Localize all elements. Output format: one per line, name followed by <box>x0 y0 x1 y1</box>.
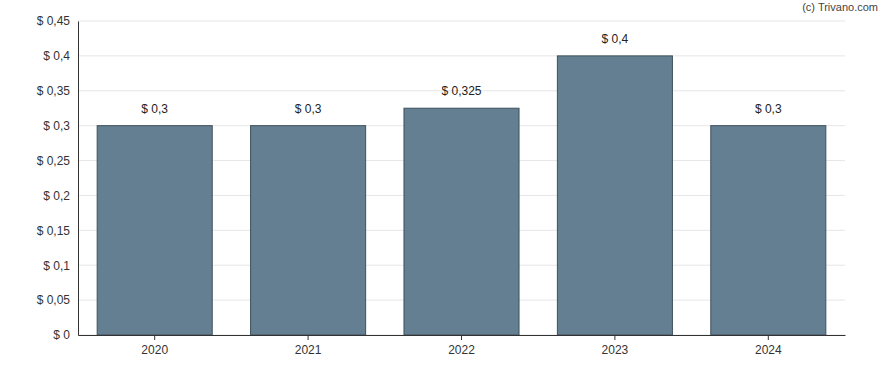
x-tick-mark <box>768 335 769 340</box>
x-tick-label: 2023 <box>602 343 629 357</box>
chart: $ 0,3 $ 0,3 $ 0,325 $ 0,4 $ 0,3 $ 0 $ 0,05 $ 0,… <box>0 0 888 370</box>
data-label: $ 0,4 <box>602 32 629 46</box>
y-tick: $ 0,4 <box>43 49 78 63</box>
bar <box>251 126 366 335</box>
bar <box>404 108 519 335</box>
bars <box>97 56 826 335</box>
x-tick-label: 2021 <box>295 343 322 357</box>
bar <box>557 56 672 335</box>
bar <box>97 126 212 335</box>
plot: $ 0,3 $ 0,3 $ 0,325 $ 0,4 $ 0,3 $ 0 $ 0,05 $ 0,… <box>37 14 846 356</box>
x-tick-mark <box>461 335 462 340</box>
x-tick-mark <box>614 335 615 340</box>
y-axis: $ 0 $ 0,05 $ 0,1 $ 0,15 $ 0,2 $ 0,25 $ 0,3 $ 0,… <box>37 14 79 342</box>
x-axis: 2020 2021 2022 2023 2024 <box>79 335 846 357</box>
y-axis-line <box>78 22 79 336</box>
x-tick-label: 2022 <box>448 343 475 357</box>
x-tick: 2023 <box>602 335 629 357</box>
y-tick-label: $ 0 <box>53 328 70 342</box>
y-tick: $ 0,3 <box>43 119 78 133</box>
y-tick: $ 0,35 <box>37 84 78 98</box>
x-tick: 2021 <box>295 335 322 357</box>
x-tick-mark <box>154 335 155 340</box>
y-tick: $ 0,45 <box>37 14 78 28</box>
grid-line <box>78 21 845 22</box>
data-label: $ 0,325 <box>441 84 481 98</box>
x-tick-label: 2020 <box>141 343 168 357</box>
y-tick-label: $ 0,3 <box>43 119 70 133</box>
data-labels: $ 0,3 $ 0,3 $ 0,325 $ 0,4 $ 0,3 <box>141 32 782 116</box>
y-tick-label: $ 0,15 <box>37 224 71 238</box>
annotation: (c) Trivano.com <box>802 1 878 13</box>
y-tick: $ 0,15 <box>37 224 78 238</box>
x-tick: 2024 <box>755 335 782 357</box>
x-tick: 2020 <box>141 335 168 357</box>
y-tick-label: $ 0,05 <box>37 293 71 307</box>
grid <box>78 21 845 335</box>
data-label: $ 0,3 <box>755 102 782 116</box>
x-tick-mark <box>308 335 309 340</box>
x-tick-label: 2024 <box>755 343 782 357</box>
y-tick-label: $ 0,2 <box>43 189 70 203</box>
y-tick: $ 0,05 <box>37 293 78 307</box>
grid-line <box>78 55 845 56</box>
y-tick-label: $ 0,45 <box>37 14 71 28</box>
x-tick: 2022 <box>448 335 475 357</box>
y-tick-label: $ 0,4 <box>43 49 70 63</box>
y-tick-label: $ 0,25 <box>37 154 71 168</box>
data-label: $ 0,3 <box>295 102 322 116</box>
data-label: $ 0,3 <box>141 102 168 116</box>
y-tick-label: $ 0,35 <box>37 84 71 98</box>
y-tick-label: $ 0,1 <box>43 259 70 273</box>
bar <box>711 126 826 335</box>
y-tick: $ 0,25 <box>37 154 78 168</box>
y-tick: $ 0,2 <box>43 189 78 203</box>
y-tick: $ 0,1 <box>43 259 78 273</box>
y-tick: $ 0 <box>53 328 78 342</box>
